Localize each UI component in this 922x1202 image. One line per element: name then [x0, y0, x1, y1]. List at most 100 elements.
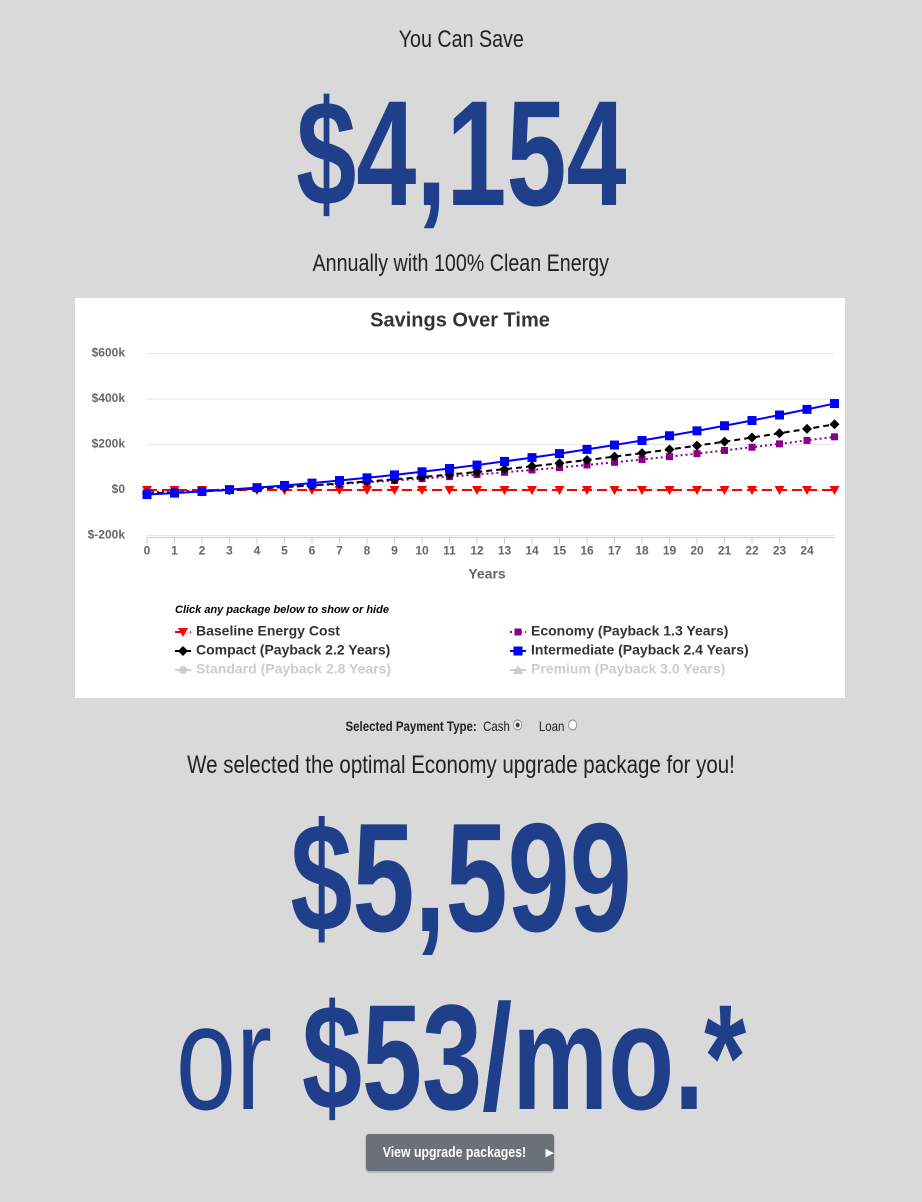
x-tick-label: 13 [498, 544, 512, 558]
x-tick-label: 4 [254, 544, 261, 558]
data-point [666, 453, 673, 461]
payment-row: Selected Payment Type: Cash Loan [0, 718, 922, 734]
legend-label[interactable]: Intermediate (Payback 2.4 Years) [531, 642, 749, 658]
legend-marker[interactable] [513, 646, 523, 656]
payment-option[interactable]: Loan [538, 718, 564, 734]
selection-note: We selected the optimal Economy upgrade … [187, 751, 735, 779]
radio-cash[interactable] [513, 719, 523, 731]
x-tick-label: 10 [415, 544, 429, 558]
note-wrap: Annually with 100% Clean Energy [0, 250, 922, 278]
data-point [638, 456, 646, 464]
x-tick-label: 19 [663, 544, 677, 558]
data-point [609, 486, 620, 495]
legend-label[interactable]: Baseline Energy Cost [196, 623, 340, 639]
legend-label[interactable]: Economy (Payback 1.3 Years) [531, 623, 728, 639]
x-tick-label: 2 [199, 544, 206, 558]
data-point [692, 440, 702, 451]
sel-wrap: We selected the optimal Economy upgrade … [0, 751, 922, 780]
data-point [829, 486, 840, 495]
data-point [335, 476, 344, 486]
legend-marker[interactable] [514, 628, 522, 636]
data-point [555, 449, 564, 459]
data-point [499, 464, 510, 475]
x-tick-label: 14 [525, 544, 539, 558]
legend-marker[interactable] [179, 666, 187, 674]
data-point [389, 486, 400, 495]
data-point [802, 404, 812, 414]
data-point [554, 486, 565, 495]
data-point [692, 486, 702, 495]
legend-label[interactable]: Premium (Payback 3.0 Years) [531, 661, 725, 677]
data-point [390, 470, 399, 480]
savings-note: Annually with 100% Clean Energy [312, 250, 610, 277]
data-point [774, 428, 785, 439]
button-label[interactable]: View upgrade packages! [382, 1144, 526, 1161]
data-point [499, 486, 510, 495]
amount-wrap: $4,154 [0, 78, 922, 228]
data-point [527, 453, 537, 463]
series-line [146, 402, 835, 496]
data-point [637, 435, 647, 445]
x-tick-label: 1 [171, 544, 178, 558]
data-point [637, 448, 647, 459]
data-point [774, 486, 785, 495]
series-line [146, 435, 835, 494]
data-point [611, 458, 618, 466]
data-point [721, 446, 728, 454]
data-point [775, 410, 784, 420]
data-point [831, 433, 838, 441]
data-point [748, 443, 756, 451]
legend-hint: Click any package below to show or hide [175, 604, 389, 616]
data-point [747, 486, 757, 495]
y-tick-label: $200k [92, 437, 126, 451]
legend-marker[interactable] [513, 665, 523, 674]
chart: Savings Over Time Years Click any packag… [75, 298, 845, 698]
x-tick-label: 3 [226, 544, 233, 558]
legend-label[interactable]: Standard (Payback 2.8 Years) [196, 661, 391, 677]
payment-label: Selected Payment Type: [345, 718, 477, 734]
data-point [554, 458, 565, 469]
payment-option[interactable]: Cash [482, 718, 510, 734]
data-point [693, 450, 701, 458]
y-tick-label: $0 [112, 482, 126, 496]
data-point [170, 488, 179, 498]
data-point [610, 440, 619, 450]
legend-label[interactable]: Compact (Payback 2.2 Years) [196, 642, 390, 658]
data-point [719, 436, 730, 447]
data-point [500, 456, 509, 466]
payment-wrap: Selected Payment Type: Cash Loan [345, 718, 577, 734]
data-point [362, 486, 372, 495]
view-packages-button[interactable]: View upgrade packages! ▸ [366, 1134, 554, 1171]
data-point [803, 436, 811, 444]
monthly-wrap: or $53/mo.* [0, 982, 922, 1132]
data-point [582, 454, 592, 465]
x-tick-label: 9 [391, 544, 398, 558]
data-point [444, 469, 455, 480]
data-point [829, 419, 840, 430]
data-point [472, 460, 482, 470]
series-line [146, 423, 835, 495]
chart-title: Savings Over Time [370, 309, 550, 331]
data-point [802, 423, 812, 434]
data-point [582, 444, 592, 454]
data-point [445, 464, 454, 474]
data-point [747, 415, 757, 425]
legend-marker[interactable] [178, 628, 188, 637]
x-tick-label: 17 [608, 544, 622, 558]
data-point [472, 486, 482, 495]
data-point [747, 432, 757, 443]
data-point [582, 486, 592, 495]
data-point [720, 421, 729, 431]
x-tick-label: 16 [580, 544, 594, 558]
radio-loan[interactable] [567, 719, 577, 731]
data-point [527, 486, 537, 495]
data-point [830, 399, 839, 409]
data-point [225, 485, 234, 495]
data-point [664, 486, 675, 495]
data-point [444, 486, 455, 495]
x-tick-label: 20 [690, 544, 704, 558]
x-tick-label: 6 [309, 544, 316, 558]
legend-marker[interactable] [178, 646, 188, 656]
data-point [692, 426, 702, 436]
